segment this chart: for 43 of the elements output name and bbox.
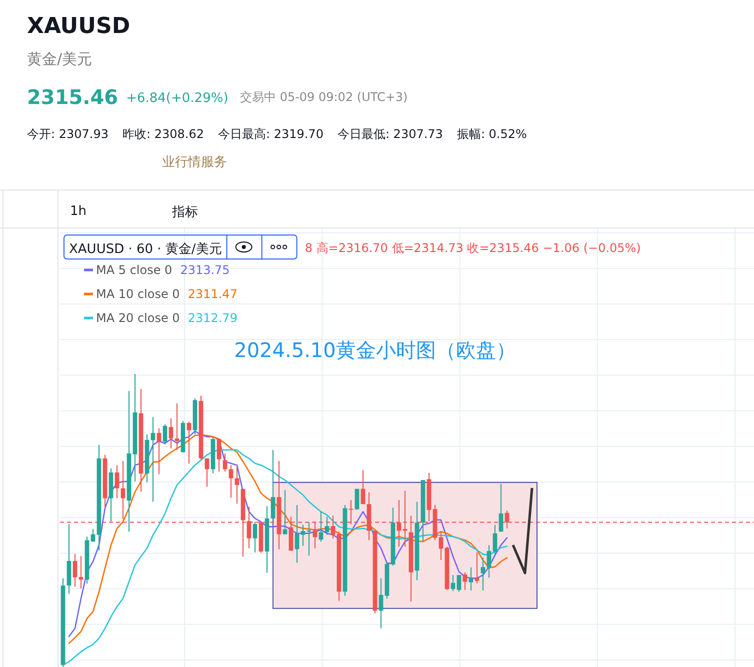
candlestick <box>252 521 258 553</box>
chart-title: 2024.5.10黄金小时图（欧盘） <box>234 338 516 362</box>
text: +6.84(+0.29%) <box>126 91 228 106</box>
candlestick <box>492 524 498 556</box>
candlestick <box>498 483 504 532</box>
text: 黄金/美元 <box>27 50 92 68</box>
text: 2313.75 <box>180 263 230 277</box>
legend-label: MA 5 close 0 <box>96 263 172 277</box>
text: XAUUSD <box>27 14 130 39</box>
candlestick <box>114 464 120 499</box>
text: XAUUSD · 60 · 黄金/美元 <box>69 241 222 257</box>
text: 2315.46 <box>27 85 118 109</box>
text: 交易中 05-09 09:02 (UTC+3) <box>240 90 408 104</box>
candlestick <box>222 452 228 472</box>
text: 今开: 2307.93 <box>27 127 108 141</box>
candlestick <box>486 544 492 578</box>
legend-label: MA 10 close 0 <box>96 287 180 301</box>
text: 振幅: 0.52% <box>456 127 527 141</box>
text: 业行情服务 <box>162 155 227 170</box>
candlestick <box>438 531 444 561</box>
text: 指标 <box>171 205 198 220</box>
candlestick <box>216 438 222 472</box>
candlestick <box>186 421 192 464</box>
text: 2312.79 <box>188 311 238 325</box>
candlestick <box>474 552 480 584</box>
candlestick <box>228 464 234 498</box>
text: 昨收: 2308.62 <box>122 127 204 141</box>
candlestick <box>270 449 276 519</box>
candlestick <box>282 490 288 535</box>
candlestick <box>318 511 324 542</box>
candlestick <box>72 553 78 588</box>
text: 今日最低: 2307.73 <box>337 127 443 141</box>
text: 8 高=2316.70 低=2314.73 收=2315.46 −1.06 (−0.05%) <box>304 241 641 255</box>
candlestick <box>168 418 174 449</box>
candlestick <box>360 470 366 505</box>
text: 2311.47 <box>188 287 238 301</box>
candlestick <box>300 524 306 546</box>
legend-label: MA 20 close 0 <box>96 311 180 325</box>
candlestick <box>354 488 360 510</box>
candlestick <box>456 574 462 592</box>
candlestick <box>468 566 474 592</box>
text: 今日最高: 2319.70 <box>218 127 324 141</box>
text: 1h <box>70 204 87 219</box>
